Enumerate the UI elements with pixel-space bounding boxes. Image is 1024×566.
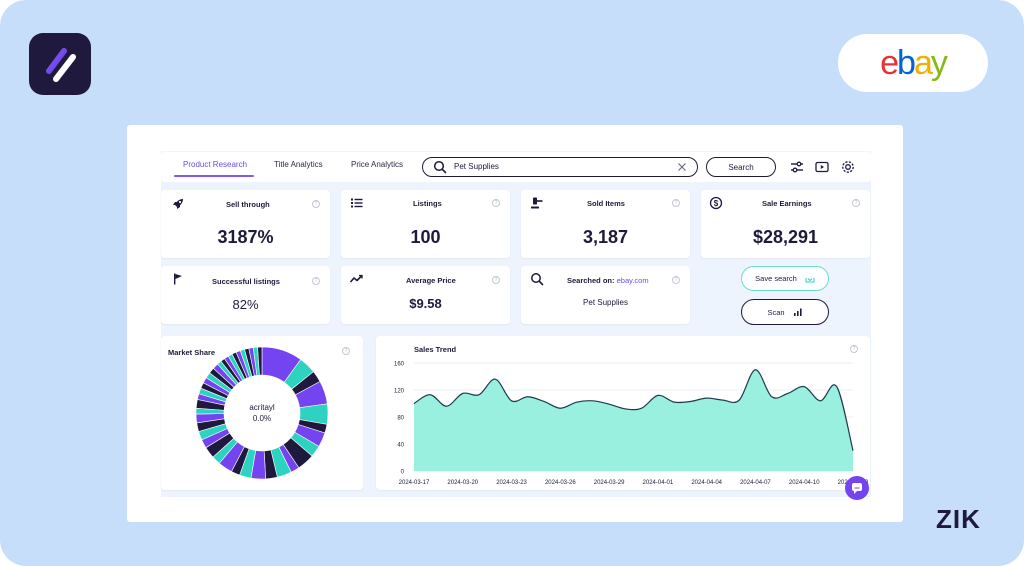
listings-label: Listings bbox=[413, 199, 442, 208]
clear-icon[interactable] bbox=[677, 162, 687, 172]
sales-series-line[interactable] bbox=[413, 369, 854, 451]
app-logo bbox=[29, 33, 91, 95]
y-tick-label: 40 bbox=[397, 443, 404, 449]
successful-listings-value: 82% bbox=[232, 297, 259, 312]
search-icon bbox=[531, 273, 544, 286]
stat-card-searched-on bbox=[521, 266, 690, 324]
help-icon[interactable]: ? bbox=[672, 276, 680, 284]
market-share-donut[interactable] bbox=[195, 346, 329, 480]
sell-through-value: 3187% bbox=[217, 227, 274, 247]
searched-on-label: Searched on: ebay.com bbox=[567, 276, 649, 285]
settings-gear-icon[interactable] bbox=[840, 159, 856, 175]
stat-card-successful-listings bbox=[161, 266, 330, 324]
ebay-badge: ebay bbox=[838, 34, 988, 92]
search-button[interactable]: Search bbox=[706, 157, 776, 177]
x-tick-label: 2024-03-26 bbox=[545, 480, 576, 486]
x-tick-label: 2024-04-04 bbox=[691, 480, 722, 486]
searched-on-prefix: Searched on: bbox=[567, 276, 615, 285]
successful-listings-label: Successful listings bbox=[212, 277, 280, 286]
save-search-button[interactable]: Save search bbox=[741, 266, 829, 291]
stat-card-sale-earnings bbox=[701, 190, 870, 258]
sale-earnings-value: $28,291 bbox=[752, 227, 819, 247]
scan-label: Scan bbox=[767, 307, 785, 317]
donut-slice[interactable] bbox=[257, 346, 263, 376]
list-icon bbox=[351, 198, 363, 208]
filter-sliders-icon[interactable] bbox=[789, 159, 805, 175]
tab-title-analytics[interactable]: Title Analytics bbox=[274, 160, 323, 169]
help-icon[interactable]: ? bbox=[672, 199, 680, 207]
active-tab-indicator bbox=[174, 175, 254, 177]
stat-card-average-price bbox=[341, 266, 510, 324]
help-icon[interactable]: ? bbox=[492, 199, 500, 207]
scan-button[interactable]: Scan bbox=[741, 299, 829, 325]
search-icon bbox=[433, 160, 447, 174]
x-tick-label: 2024-03-29 bbox=[594, 480, 625, 486]
x-tick-label: 2024-03-20 bbox=[447, 480, 478, 486]
y-tick-label: 80 bbox=[397, 416, 404, 422]
app-logo-stripes-icon bbox=[46, 48, 76, 82]
sales-trend-chart[interactable]: 0 40 80 120 160 2024-03-17 2024-03-20 2024-03-2… bbox=[376, 336, 870, 490]
listings-value: 100 bbox=[410, 227, 441, 247]
help-icon[interactable]: ? bbox=[850, 345, 858, 353]
chat-bubble-icon bbox=[852, 483, 862, 494]
sold-items-value: 3,187 bbox=[582, 227, 629, 247]
download-tray-icon bbox=[805, 277, 815, 282]
search-input[interactable] bbox=[422, 157, 698, 177]
donut-center-value: 0.0% bbox=[252, 414, 272, 423]
flag-icon bbox=[174, 273, 182, 285]
help-icon[interactable]: ? bbox=[852, 199, 860, 207]
ebay-logo: ebay bbox=[880, 43, 948, 83]
average-price-value: $9.58 bbox=[409, 296, 442, 311]
help-icon[interactable]: ? bbox=[312, 277, 320, 285]
help-icon[interactable]: ? bbox=[312, 200, 320, 208]
x-tick-label: 2024-04-10 bbox=[789, 480, 820, 486]
x-tick-label: 2024-04-07 bbox=[740, 480, 771, 486]
svg-text:$: $ bbox=[714, 199, 719, 208]
ebay-letter-a: a bbox=[913, 43, 933, 82]
rocket-icon bbox=[173, 199, 183, 209]
sales-trend-title: Sales Trend bbox=[414, 345, 457, 354]
sale-earnings-label: Sale Earnings bbox=[762, 199, 812, 208]
ebay-letter-e: e bbox=[880, 43, 899, 82]
average-price-label: Average Price bbox=[406, 276, 456, 285]
ebay-letter-b: b bbox=[897, 43, 916, 82]
y-tick-label: 120 bbox=[394, 389, 405, 395]
stat-card-sold-items bbox=[521, 190, 690, 258]
donut-center-label: acritayl bbox=[249, 403, 275, 412]
stat-card-sell-through bbox=[161, 190, 330, 258]
trend-line-icon bbox=[349, 274, 363, 283]
market-share-title: Market Share bbox=[168, 348, 216, 357]
sales-area-fill bbox=[414, 369, 853, 471]
searched-on-value: Pet Supplies bbox=[583, 298, 628, 307]
gavel-icon bbox=[531, 197, 543, 209]
x-tick-label: 2024-04-01 bbox=[643, 480, 674, 486]
stat-card-listings bbox=[341, 190, 510, 258]
dollar-circle-icon: $ bbox=[709, 196, 723, 210]
sell-through-label: Sell through bbox=[226, 200, 270, 209]
video-play-icon[interactable] bbox=[814, 159, 830, 175]
y-tick-label: 0 bbox=[401, 470, 405, 476]
ebay-letter-y: y bbox=[930, 43, 948, 82]
help-icon[interactable]: ? bbox=[342, 347, 350, 355]
zik-logo: ZIK bbox=[936, 504, 981, 534]
help-icon[interactable]: ? bbox=[492, 276, 500, 284]
x-tick-label: 2024-03-17 bbox=[399, 480, 430, 486]
search-input-value: Pet Supplies bbox=[454, 162, 499, 171]
signal-bars-icon bbox=[793, 308, 802, 316]
chat-support-button[interactable] bbox=[845, 476, 869, 500]
x-tick-label: 2024-03-23 bbox=[496, 480, 527, 486]
tab-product-research[interactable]: Product Research bbox=[183, 160, 248, 169]
searched-on-site-link[interactable]: ebay.com bbox=[616, 276, 649, 285]
sold-items-label: Sold Items bbox=[587, 199, 625, 208]
y-tick-label: 160 bbox=[394, 362, 405, 368]
tab-price-analytics[interactable]: Price Analytics bbox=[351, 160, 404, 169]
save-search-label: Save search bbox=[755, 274, 797, 283]
